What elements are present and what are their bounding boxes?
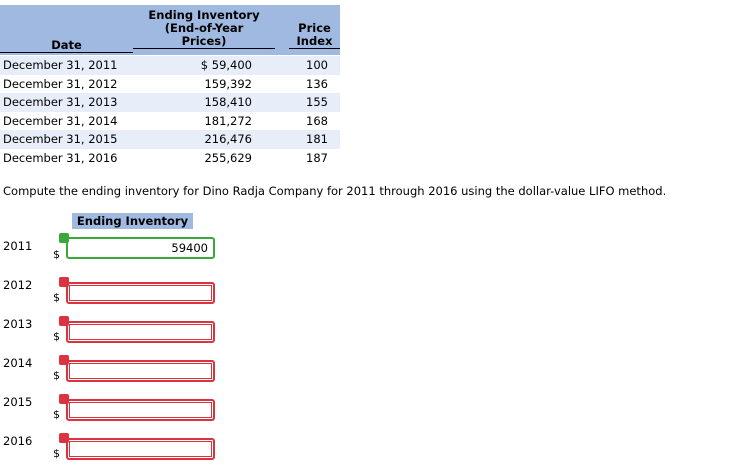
table-row: December 31, 2013 158,410 155	[0, 93, 340, 112]
data-table: Date Ending Inventory (End-of-Year Prices)…	[0, 5, 340, 168]
amount-input[interactable]	[66, 321, 215, 343]
answer-row: 2012 $	[0, 269, 230, 307]
inventory-cell: 158,410	[204, 95, 252, 109]
inventory-cell: $ 59,400	[200, 58, 252, 72]
inventory-cell: 216,476	[204, 132, 252, 146]
answer-row: 2016 $	[0, 425, 230, 463]
table-body: December 31, 2011 $ 59,400 100 December 31,…	[0, 56, 340, 167]
year-label: 2014	[3, 356, 33, 370]
date-cell: December 31, 2015	[3, 132, 118, 146]
answer-header: Ending Inventory	[72, 213, 193, 229]
index-cell: 181	[306, 132, 328, 146]
answer-row: 2014 $	[0, 347, 230, 385]
currency-sign: $	[53, 248, 60, 261]
date-cell: December 31, 2012	[3, 76, 118, 91]
instruction: Compute the ending inventory for Dino Ra…	[3, 184, 667, 198]
year-label: 2011	[3, 239, 33, 253]
index-cell: 155	[306, 95, 328, 109]
currency-sign: $	[53, 408, 60, 421]
inventory-cell: 181,272	[204, 113, 252, 128]
header-line: Index	[296, 34, 333, 48]
answer-row: 2013 $	[0, 308, 230, 346]
table-row: December 31, 2016 255,629 187	[0, 148, 340, 167]
year-label: 2012	[3, 278, 33, 292]
error-icon	[59, 316, 69, 326]
date-cell: December 31, 2014	[3, 113, 118, 128]
error-icon	[59, 355, 69, 365]
header-line: (End-of-Year	[164, 21, 244, 35]
answer-row: 2015 $	[0, 386, 230, 424]
index-cell: 168	[306, 113, 328, 128]
error-icon	[59, 433, 69, 443]
table-row: December 31, 2012 159,392 136	[0, 74, 340, 93]
year-label: 2015	[3, 395, 33, 409]
header-line: Price	[298, 21, 331, 35]
table-row: December 31, 2014 181,272 168	[0, 111, 340, 130]
inventory-cell: 159,392	[204, 76, 252, 91]
amount-input[interactable]	[66, 282, 215, 304]
currency-sign: $	[53, 330, 60, 343]
header-inventory: Ending Inventory (End-of-Year Prices)	[133, 9, 275, 49]
header-line: Prices)	[181, 34, 227, 48]
inventory-cell: 255,629	[204, 150, 252, 165]
index-cell: 100	[306, 58, 328, 72]
amount-input[interactable]	[66, 360, 215, 382]
amount-input[interactable]	[66, 438, 215, 460]
error-icon	[59, 277, 69, 287]
check-icon	[59, 233, 69, 243]
answer-row: 2011 $59400	[0, 230, 230, 268]
date-cell: December 31, 2016	[3, 150, 118, 165]
header-line: Ending Inventory	[148, 8, 260, 22]
currency-sign: $	[53, 369, 60, 382]
table-row: December 31, 2015 216,476 181	[0, 130, 340, 149]
table-header: Date Ending Inventory (End-of-Year Prices)…	[0, 5, 340, 55]
date-cell: December 31, 2011	[3, 58, 118, 72]
year-label: 2013	[3, 317, 33, 331]
table-row: December 31, 2011 $ 59,400 100	[0, 56, 340, 75]
currency-sign: $	[53, 291, 60, 304]
index-cell: 187	[306, 150, 328, 165]
year-label: 2016	[3, 434, 33, 448]
error-icon	[59, 394, 69, 404]
date-cell: December 31, 2013	[3, 95, 118, 109]
amount-input[interactable]	[66, 399, 215, 421]
index-cell: 136	[306, 76, 328, 91]
header-date: Date	[0, 38, 133, 53]
header-index: Price Index	[289, 22, 340, 49]
currency-sign: $	[53, 447, 60, 460]
amount-input[interactable]: 59400	[66, 237, 215, 259]
answer-rows: 2011 $59400 2012 $2013 $2014 $2015 $2016 $	[0, 230, 230, 465]
